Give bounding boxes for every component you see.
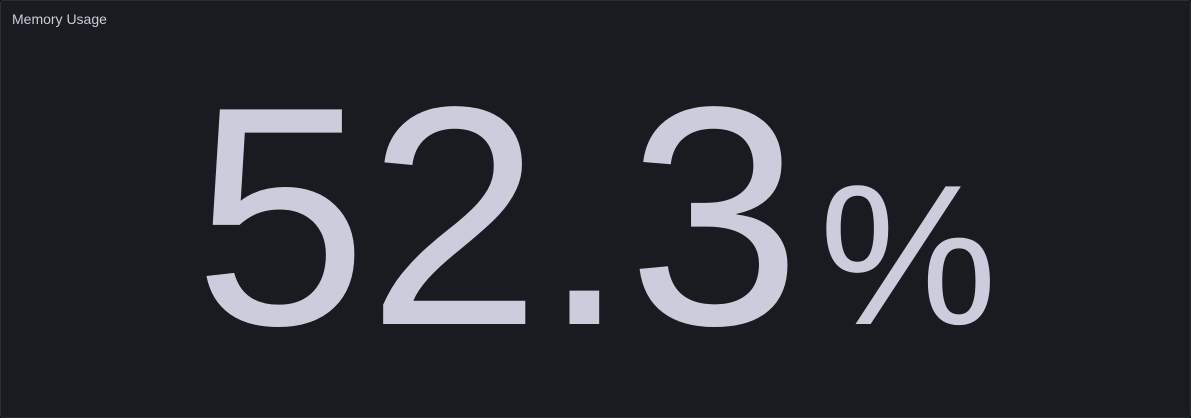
panel-title[interactable]: Memory Usage [12, 11, 107, 27]
stat-container: 52.3 % [1, 37, 1190, 417]
stat-display: 52.3 % [194, 61, 997, 373]
stat-unit: % [819, 144, 998, 367]
stat-value: 52.3 [193, 43, 802, 391]
